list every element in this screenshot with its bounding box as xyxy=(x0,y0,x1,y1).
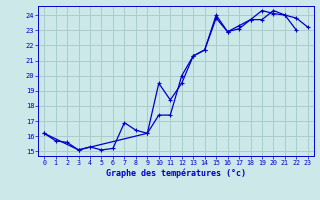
X-axis label: Graphe des températures (°c): Graphe des températures (°c) xyxy=(106,169,246,178)
